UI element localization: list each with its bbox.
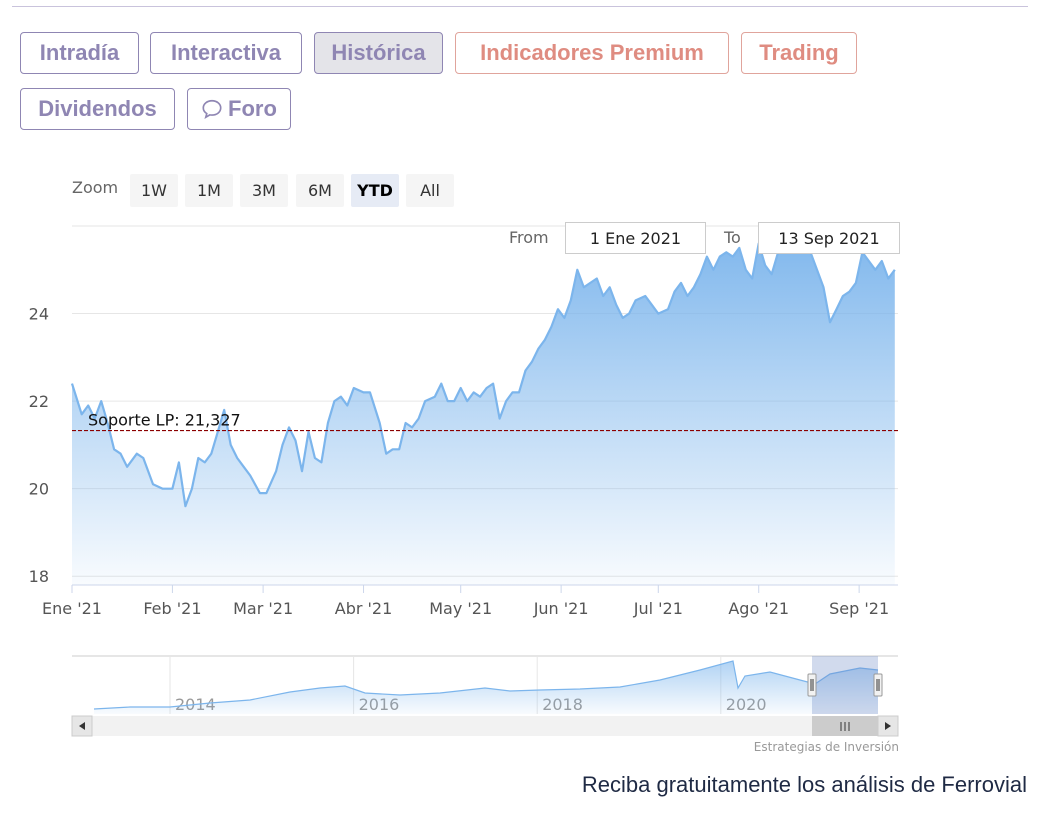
tab-indicadores-premium[interactable]: Indicadores Premium <box>455 32 729 74</box>
x-tick-label: Abr '21 <box>335 599 393 618</box>
x-tick-label: Feb '21 <box>143 599 201 618</box>
tab-intradia[interactable]: Intradía <box>20 32 139 74</box>
tab-trading[interactable]: Trading <box>741 32 857 74</box>
x-tick-label: Jun '21 <box>533 599 589 618</box>
tab-historica[interactable]: Histórica <box>314 32 443 74</box>
x-tick-label: Ene '21 <box>42 599 102 618</box>
zoom-6m-button[interactable]: 6M <box>296 174 344 207</box>
navigator-handle[interactable] <box>873 673 883 697</box>
chart-credit: Estrategias de Inversión <box>753 740 899 754</box>
scroll-left-arrow-icon <box>79 722 85 730</box>
series-area-fill <box>72 243 895 585</box>
zoom-label: Zoom <box>72 178 119 197</box>
support-line-label: Soporte LP: 21,327 <box>88 411 241 430</box>
series-line <box>70 242 896 508</box>
zoom-1w-button[interactable]: 1W <box>130 174 178 207</box>
x-tick-label: Ago '21 <box>728 599 789 618</box>
x-tick-label: May '21 <box>429 599 492 618</box>
range-to-input[interactable]: 13 Sep 2021 <box>758 222 900 254</box>
y-tick-label: 22 <box>29 392 49 411</box>
zoom-all-button[interactable]: All <box>406 174 454 207</box>
x-tick-label: Sep '21 <box>829 599 889 618</box>
zoom-ytd-button[interactable]: YTD <box>351 174 399 207</box>
tab-foro[interactable]: Foro <box>187 88 291 130</box>
range-to-label: To <box>724 228 741 247</box>
zoom-3m-button[interactable]: 3M <box>240 174 288 207</box>
range-from-label: From <box>509 228 549 247</box>
y-tick-label: 18 <box>29 567 49 586</box>
navigator-handle[interactable] <box>807 673 817 697</box>
navigator-area-fill <box>94 661 878 714</box>
navigator-series-line <box>93 660 879 710</box>
speech-bubble-icon <box>202 99 222 119</box>
tab-interactiva[interactable]: Interactiva <box>150 32 302 74</box>
range-from-input[interactable]: 1 Ene 2021 <box>565 222 706 254</box>
zoom-1m-button[interactable]: 1M <box>185 174 233 207</box>
x-tick-label: Mar '21 <box>233 599 293 618</box>
tab-foro-label: Foro <box>228 96 277 121</box>
y-tick-label: 20 <box>29 480 49 499</box>
scroll-right-arrow-icon <box>885 722 891 730</box>
top-divider <box>12 6 1028 7</box>
tab-dividendos[interactable]: Dividendos <box>20 88 175 130</box>
scrollbar-track[interactable] <box>72 716 898 736</box>
x-tick-label: Jul '21 <box>633 599 683 618</box>
y-tick-label: 24 <box>29 305 49 324</box>
navigator-selection-mask[interactable] <box>812 656 878 714</box>
newsletter-cta[interactable]: Reciba gratuitamente los análisis de Fer… <box>581 772 1027 797</box>
